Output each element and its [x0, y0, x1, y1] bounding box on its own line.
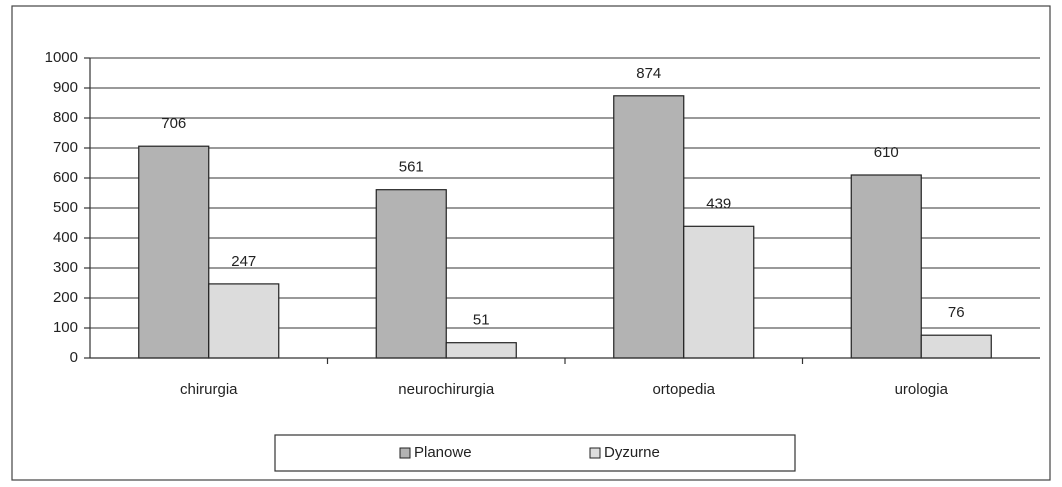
legend-swatch — [589, 447, 601, 459]
bar — [920, 334, 992, 359]
y-tick-label: 1000 — [45, 49, 78, 66]
x-tick-label: neurochirurgia — [398, 381, 495, 398]
x-tick-label: urologia — [895, 381, 949, 398]
y-tick-label: 900 — [53, 79, 78, 96]
x-tick-label: ortopedia — [652, 381, 715, 398]
bar — [138, 145, 210, 359]
data-label: 51 — [473, 312, 490, 329]
legend-label: Dyzurne — [604, 444, 660, 461]
data-label: 706 — [161, 115, 186, 132]
y-tick-label: 300 — [53, 259, 78, 276]
legend-swatch — [399, 447, 411, 459]
y-tick-label: 800 — [53, 109, 78, 126]
y-tick-label: 100 — [53, 319, 78, 336]
legend-label: Planowe — [414, 444, 472, 461]
data-label: 610 — [874, 144, 899, 161]
legend-box — [274, 434, 796, 472]
bar — [613, 95, 685, 359]
y-tick-label: 400 — [53, 229, 78, 246]
bar — [850, 174, 922, 359]
y-tick-label: 200 — [53, 289, 78, 306]
y-tick-label: 700 — [53, 139, 78, 156]
data-label: 874 — [636, 65, 661, 82]
y-tick-label: 500 — [53, 199, 78, 216]
bar — [445, 342, 517, 359]
data-label: 561 — [399, 159, 424, 176]
y-tick-label: 600 — [53, 169, 78, 186]
y-tick-label: 0 — [70, 349, 78, 366]
bar — [208, 283, 280, 359]
bar — [683, 225, 755, 359]
data-label: 76 — [948, 304, 965, 321]
bar — [375, 189, 447, 359]
x-tick-label: chirurgia — [180, 381, 238, 398]
data-label: 439 — [706, 195, 731, 212]
data-label: 247 — [231, 253, 256, 270]
